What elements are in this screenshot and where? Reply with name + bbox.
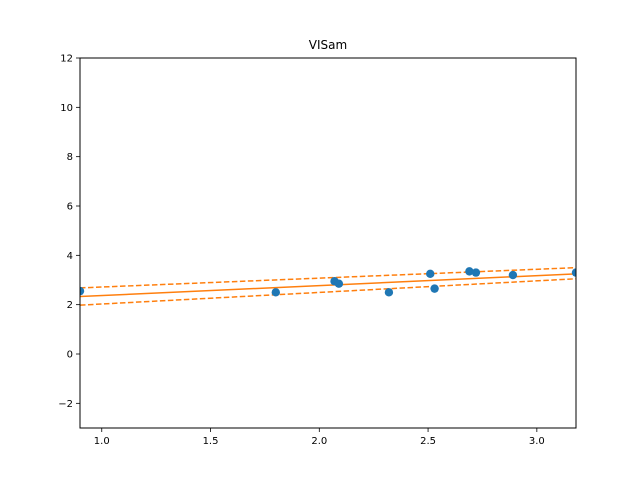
data-point (384, 288, 394, 297)
y-tick-label: 4 (67, 251, 73, 262)
plot-frame (79, 57, 577, 429)
axes: 1.0 1.5 2.0 2.5 3.0 −2 0 2 4 6 8 10 12 (58, 54, 545, 448)
data-point (465, 267, 474, 276)
y-tick-label: 10 (60, 103, 73, 114)
x-tick-label: 3.0 (529, 436, 545, 447)
data-point (426, 269, 435, 279)
data-point (334, 279, 344, 288)
x-tick-label: 1.0 (94, 436, 110, 447)
y-tick-label: 12 (60, 54, 73, 65)
x-tick-label: 2.0 (311, 436, 327, 447)
y-tick-label: −2 (58, 399, 73, 410)
y-tick-label: 8 (67, 152, 73, 163)
y-tick-label: 0 (67, 350, 73, 361)
y-tick-label: 6 (67, 202, 73, 213)
chart-title: VISam (309, 38, 347, 52)
data-point (471, 268, 481, 277)
plot-area (80, 266, 576, 306)
x-tick-label: 1.5 (203, 436, 219, 447)
fit-line (80, 273, 576, 298)
data-point (430, 284, 439, 293)
ci-upper-line (80, 266, 576, 289)
ci-lower-line (80, 278, 576, 306)
data-point (80, 286, 85, 296)
x-tick-label: 2.5 (420, 436, 436, 447)
data-point (271, 288, 280, 297)
y-tick-label: 2 (67, 300, 73, 311)
data-point (571, 268, 576, 277)
data-point (508, 270, 518, 280)
